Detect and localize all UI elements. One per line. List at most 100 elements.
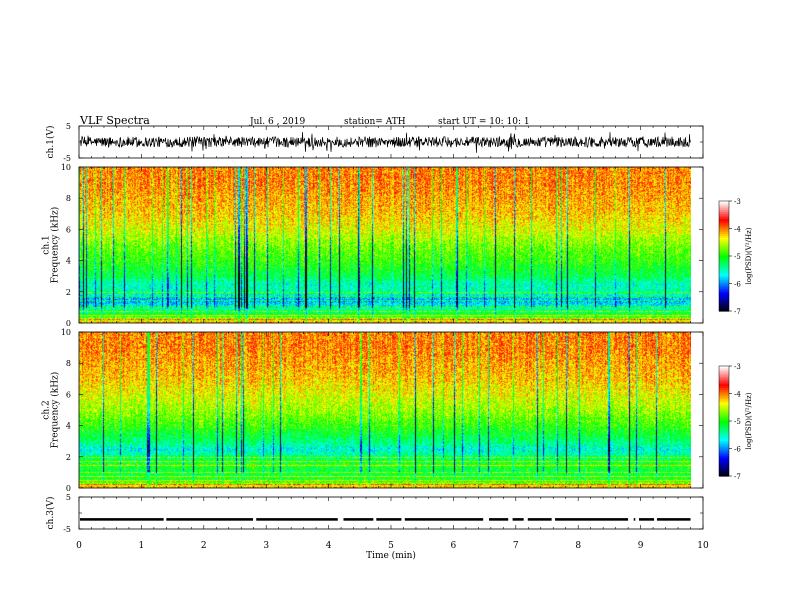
colorbar-segment xyxy=(719,380,729,384)
colorbar-segment xyxy=(719,389,729,393)
colorbar-segment xyxy=(719,375,729,378)
x-tick-label: 5 xyxy=(388,541,394,551)
colorbar-segment xyxy=(719,235,729,239)
x-tick-label: 8 xyxy=(575,541,581,551)
ch3-gap xyxy=(163,517,167,522)
colorbar-segment xyxy=(719,283,729,286)
ch3-gap xyxy=(508,517,513,522)
y-tick-label: 10 xyxy=(61,163,71,172)
colorbar-segment xyxy=(719,446,729,450)
ch1-waveform-panel: 5 -5 ch.1(V) xyxy=(45,122,704,163)
colorbar-segment xyxy=(719,274,729,277)
colorbar-segment xyxy=(719,278,729,281)
date-label: Jul. 6 , 2019 xyxy=(249,117,305,127)
colorbar-segment xyxy=(719,246,729,250)
colorbar-segment xyxy=(719,256,729,259)
colorbar-label: log(PSD)(V²/Hz) xyxy=(745,392,753,449)
colorbar-segment xyxy=(719,468,729,472)
colorbar-segment xyxy=(719,250,729,253)
y-axis-label: ch.1 xyxy=(42,235,52,254)
colorbar-segment xyxy=(719,417,729,420)
ch2-spectrogram-image xyxy=(79,332,691,488)
x-tick-label: 6 xyxy=(451,541,457,551)
y-axis-label: Frequency (kHz) xyxy=(50,372,61,449)
colorbar-segment xyxy=(719,439,729,442)
colorbar-segment xyxy=(719,472,729,475)
colorbar-segment xyxy=(719,455,729,459)
colorbar-segment xyxy=(719,465,729,468)
colorbar-segment xyxy=(719,285,729,288)
colorbar-segment xyxy=(719,261,729,264)
colorbar-segment xyxy=(719,290,729,294)
colorbar-segment xyxy=(719,466,729,470)
ch3-gap xyxy=(252,517,257,522)
colorbar-segment xyxy=(719,474,729,477)
colorbar-segment xyxy=(719,386,729,389)
colorbar-segment xyxy=(719,268,729,272)
ch1-trace xyxy=(79,131,691,153)
colorbar-segment xyxy=(719,239,729,242)
y-axis-label: ch.1(V) xyxy=(45,126,56,159)
x-tick-label: 9 xyxy=(638,541,644,551)
colorbar-segment xyxy=(719,307,729,310)
y-axis-label: ch.2 xyxy=(42,400,52,419)
colorbar-segment xyxy=(719,232,729,235)
colorbar-segment xyxy=(719,366,729,369)
colorbar-segment xyxy=(719,305,729,308)
colorbar-segment xyxy=(719,393,729,396)
colorbar-segment xyxy=(719,432,729,435)
colorbar-segment xyxy=(719,257,729,261)
ch2-colorbar: -3 -4 -5 -6 -7 log(PSD)(V²/Hz) xyxy=(718,363,753,481)
colorbar-segment xyxy=(719,399,729,402)
colorbar-segment xyxy=(719,391,729,395)
colorbar-segment xyxy=(719,411,729,415)
colorbar-segment xyxy=(719,415,729,418)
colorbar-segment xyxy=(719,210,729,213)
plot-frame xyxy=(78,496,704,530)
colorbar-segment xyxy=(719,252,729,255)
colorbar-segment xyxy=(719,454,729,457)
colorbar-segment xyxy=(719,224,729,228)
colorbar-segment xyxy=(719,223,729,226)
y-tick-label: 2 xyxy=(66,453,71,462)
colorbar-segment xyxy=(719,388,729,391)
colorbar-segment xyxy=(719,443,729,446)
y-tick-label: 2 xyxy=(66,288,71,297)
colorbar-segment xyxy=(719,402,729,406)
colorbar-segment xyxy=(719,298,729,301)
colorbar-segment xyxy=(719,213,729,217)
colorbar-segment xyxy=(719,201,729,204)
colorbar-tick-label: -6 xyxy=(734,446,741,454)
y-tick-label: 0 xyxy=(66,319,71,328)
y-tick-label: 8 xyxy=(66,194,71,203)
y-axis-label: ch.3(V) xyxy=(45,497,56,530)
colorbar-segment xyxy=(719,419,729,422)
colorbar-segment xyxy=(719,272,729,275)
ch3-gap xyxy=(654,517,657,522)
x-tick-label: 0 xyxy=(76,541,82,551)
y-tick-label: 10 xyxy=(61,328,71,337)
colorbar-segment xyxy=(719,228,729,231)
colorbar-segment xyxy=(719,270,729,274)
colorbar-segment xyxy=(719,395,729,398)
ch3-gap xyxy=(373,517,377,522)
y-tick-label: -5 xyxy=(63,154,71,163)
colorbar-segment xyxy=(719,300,729,303)
y-tick-label: 5 xyxy=(66,122,71,131)
time-axis: Time (min) 0 1 2 3 4 5 6 7 8 9 10 xyxy=(76,541,709,561)
colorbar-segment xyxy=(719,463,729,466)
ch3-waveform-panel: 5 -5 ch.3(V) xyxy=(45,493,704,534)
colorbar-segment xyxy=(719,378,729,382)
y-tick-label: -5 xyxy=(63,525,71,534)
colorbar-segment xyxy=(719,406,729,409)
colorbar-segment xyxy=(719,428,729,431)
colorbar-segment xyxy=(719,294,729,297)
colorbar-label: log(PSD)(V²/Hz) xyxy=(745,227,753,284)
colorbar-segment xyxy=(719,448,729,451)
colorbar-segment xyxy=(719,237,729,241)
station-label: station= ATH xyxy=(344,117,406,127)
colorbar-segment xyxy=(719,212,729,215)
colorbar-segment xyxy=(719,230,729,233)
colorbar-tick-label: -3 xyxy=(734,363,741,371)
